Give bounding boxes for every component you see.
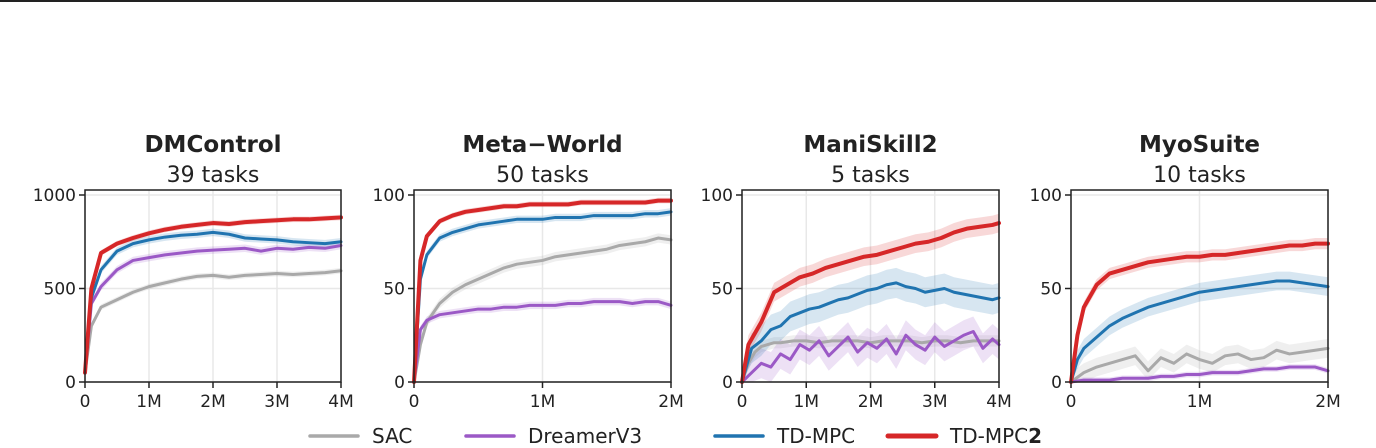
x-tick-label: 1M bbox=[136, 392, 161, 412]
legend-label: DreamerV3 bbox=[528, 424, 642, 448]
x-tick-label: 0 bbox=[409, 392, 420, 412]
confidence-band-dreamerv3 bbox=[742, 316, 999, 382]
legend-label: SAC bbox=[372, 424, 412, 448]
y-tick-label: 50 bbox=[383, 280, 405, 300]
x-tick-label: 0 bbox=[1066, 392, 1077, 412]
series-line-td-mpc bbox=[412, 210, 673, 384]
legend-item-dreamerv3: DreamerV3 bbox=[464, 424, 642, 448]
y-tick-label: 0 bbox=[394, 373, 405, 393]
x-tick-label: 4M bbox=[328, 392, 353, 412]
x-tick-label: 2M bbox=[200, 392, 225, 412]
legend-label-text: SAC bbox=[372, 424, 412, 448]
x-tick-label: 2M bbox=[858, 392, 883, 412]
panel-subtitle: 10 tasks bbox=[1153, 163, 1246, 188]
x-tick-label: 2M bbox=[658, 392, 683, 412]
legend-item-sac: SAC bbox=[308, 424, 412, 448]
legend-label: TD-MPC bbox=[776, 424, 855, 448]
legend-label-text: TD-MPC bbox=[949, 424, 1028, 448]
legend-label-text: DreamerV3 bbox=[528, 424, 642, 448]
panel-0: DMControl 39 tasks 0 500 1000 0 1M 2M 3M 4M bbox=[33, 132, 354, 412]
series-line-sac bbox=[1069, 346, 1330, 384]
x-tick-label: 0 bbox=[737, 392, 748, 412]
y-tick-label: 0 bbox=[65, 373, 76, 393]
y-tick-label: 100 bbox=[701, 186, 733, 206]
series-line-dreamerv3 bbox=[412, 300, 673, 384]
legend-label-suffix: 2 bbox=[1028, 424, 1042, 448]
y-tick-label: 100 bbox=[1030, 186, 1062, 206]
confidence-band-td-mpc bbox=[742, 267, 999, 382]
top-rule bbox=[0, 0, 1376, 2]
series-line-td-mpc2 bbox=[83, 215, 343, 375]
series-line-sac bbox=[83, 269, 343, 375]
series-line-td-mpc bbox=[83, 230, 343, 375]
series-line-dreamerv3 bbox=[1069, 365, 1330, 384]
x-tick-label: 1M bbox=[1187, 392, 1212, 412]
panel-title: MyoSuite bbox=[1139, 132, 1260, 158]
panel-title: ManiSkill2 bbox=[803, 132, 937, 158]
panel-subtitle: 50 tasks bbox=[496, 163, 589, 188]
confidence-band-td-mpc2 bbox=[742, 213, 999, 382]
panel-1: Meta−World 50 tasks 0 50 100 0 1M 2M bbox=[373, 132, 684, 412]
panel-3: MyoSuite 10 tasks 0 50 100 0 1M 2M bbox=[1030, 132, 1341, 412]
legend-item-td-mpc: TD-MPC bbox=[713, 424, 855, 448]
y-tick-label: 0 bbox=[1051, 373, 1062, 393]
series-line-td-mpc bbox=[1069, 279, 1330, 384]
panel-subtitle: 39 tasks bbox=[167, 163, 260, 188]
y-tick-label: 1000 bbox=[33, 186, 76, 206]
series-line-sac bbox=[412, 236, 673, 384]
x-tick-label: 1M bbox=[530, 392, 555, 412]
panel-title: DMControl bbox=[144, 132, 281, 158]
legend-item-td-mpc2: TD-MPC2 bbox=[885, 424, 1042, 448]
x-tick-label: 2M bbox=[1315, 392, 1340, 412]
legend-label-text: TD-MPC bbox=[776, 424, 855, 448]
x-tick-label: 4M bbox=[986, 392, 1011, 412]
panel-subtitle: 5 tasks bbox=[831, 163, 910, 188]
y-tick-label: 50 bbox=[1040, 280, 1062, 300]
series-line-dreamerv3 bbox=[83, 243, 343, 375]
confidence-band-sac bbox=[414, 233, 671, 382]
y-tick-label: 0 bbox=[722, 373, 733, 393]
x-tick-label: 0 bbox=[80, 392, 91, 412]
panel-2: ManiSkill2 5 tasks 0 50 100 0 1M 2M 3M 4M bbox=[701, 132, 1012, 412]
legend-label: TD-MPC2 bbox=[949, 424, 1042, 448]
series-line-td-mpc2 bbox=[740, 221, 1001, 384]
panel-title: Meta−World bbox=[462, 132, 622, 158]
y-tick-label: 500 bbox=[44, 280, 76, 300]
y-tick-label: 100 bbox=[373, 186, 405, 206]
series-line-td-mpc bbox=[740, 281, 1001, 384]
x-tick-label: 1M bbox=[794, 392, 819, 412]
y-tick-label: 50 bbox=[711, 280, 733, 300]
series-line-td-mpc2 bbox=[1069, 241, 1330, 384]
x-tick-label: 3M bbox=[922, 392, 947, 412]
series-line-dreamerv3 bbox=[740, 330, 1001, 384]
x-tick-label: 3M bbox=[264, 392, 289, 412]
series-line-td-mpc2 bbox=[412, 198, 673, 384]
